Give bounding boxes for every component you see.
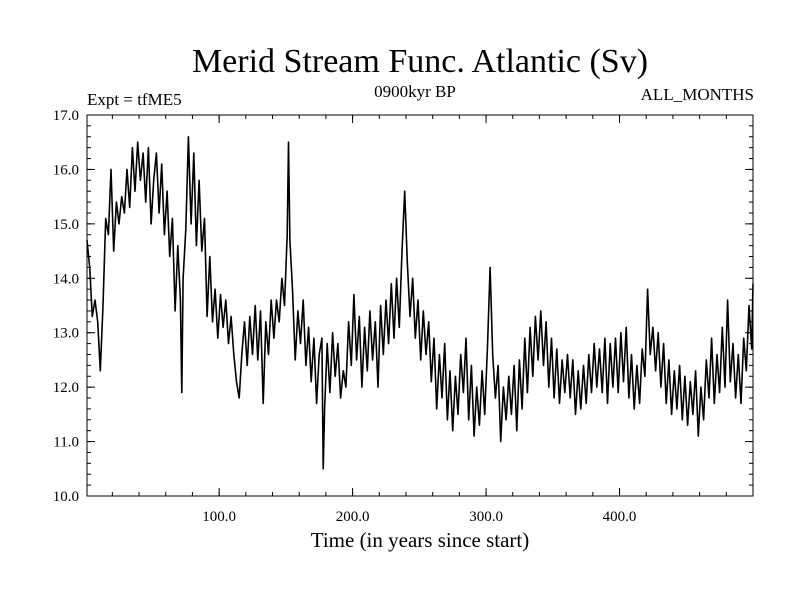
experiment-label: Expt = tfME5 <box>87 90 182 109</box>
months-label: ALL_MONTHS <box>641 85 754 104</box>
x-axis-label: Time (in years since start) <box>311 528 530 552</box>
y-tick-label: 14.0 <box>53 271 79 287</box>
y-tick-label: 11.0 <box>53 435 79 451</box>
series-layer <box>86 136 754 470</box>
data-series-line <box>86 136 754 470</box>
y-tick-label: 12.0 <box>53 380 79 396</box>
x-tick-label: 100.0 <box>202 509 236 525</box>
y-tick-label: 15.0 <box>53 217 79 233</box>
y-tick-label: 16.0 <box>53 162 79 178</box>
plot-frame <box>86 114 754 497</box>
y-tick-label: 17.0 <box>53 108 79 124</box>
y-tick-label: 10.0 <box>53 489 79 505</box>
time-period-label: 0900kyr BP <box>374 82 456 101</box>
axis-ticks: 10.0 11.0 12.0 13.0 14.0 15.0 16.0 17.0 100.0 200… <box>53 108 753 525</box>
x-tick-label: 200.0 <box>336 509 370 525</box>
chart-title: Merid Stream Func. Atlantic (Sv) <box>192 43 648 80</box>
x-tick-label: 300.0 <box>469 509 503 525</box>
x-tick-label: 400.0 <box>603 509 637 525</box>
y-tick-label: 13.0 <box>53 326 79 342</box>
